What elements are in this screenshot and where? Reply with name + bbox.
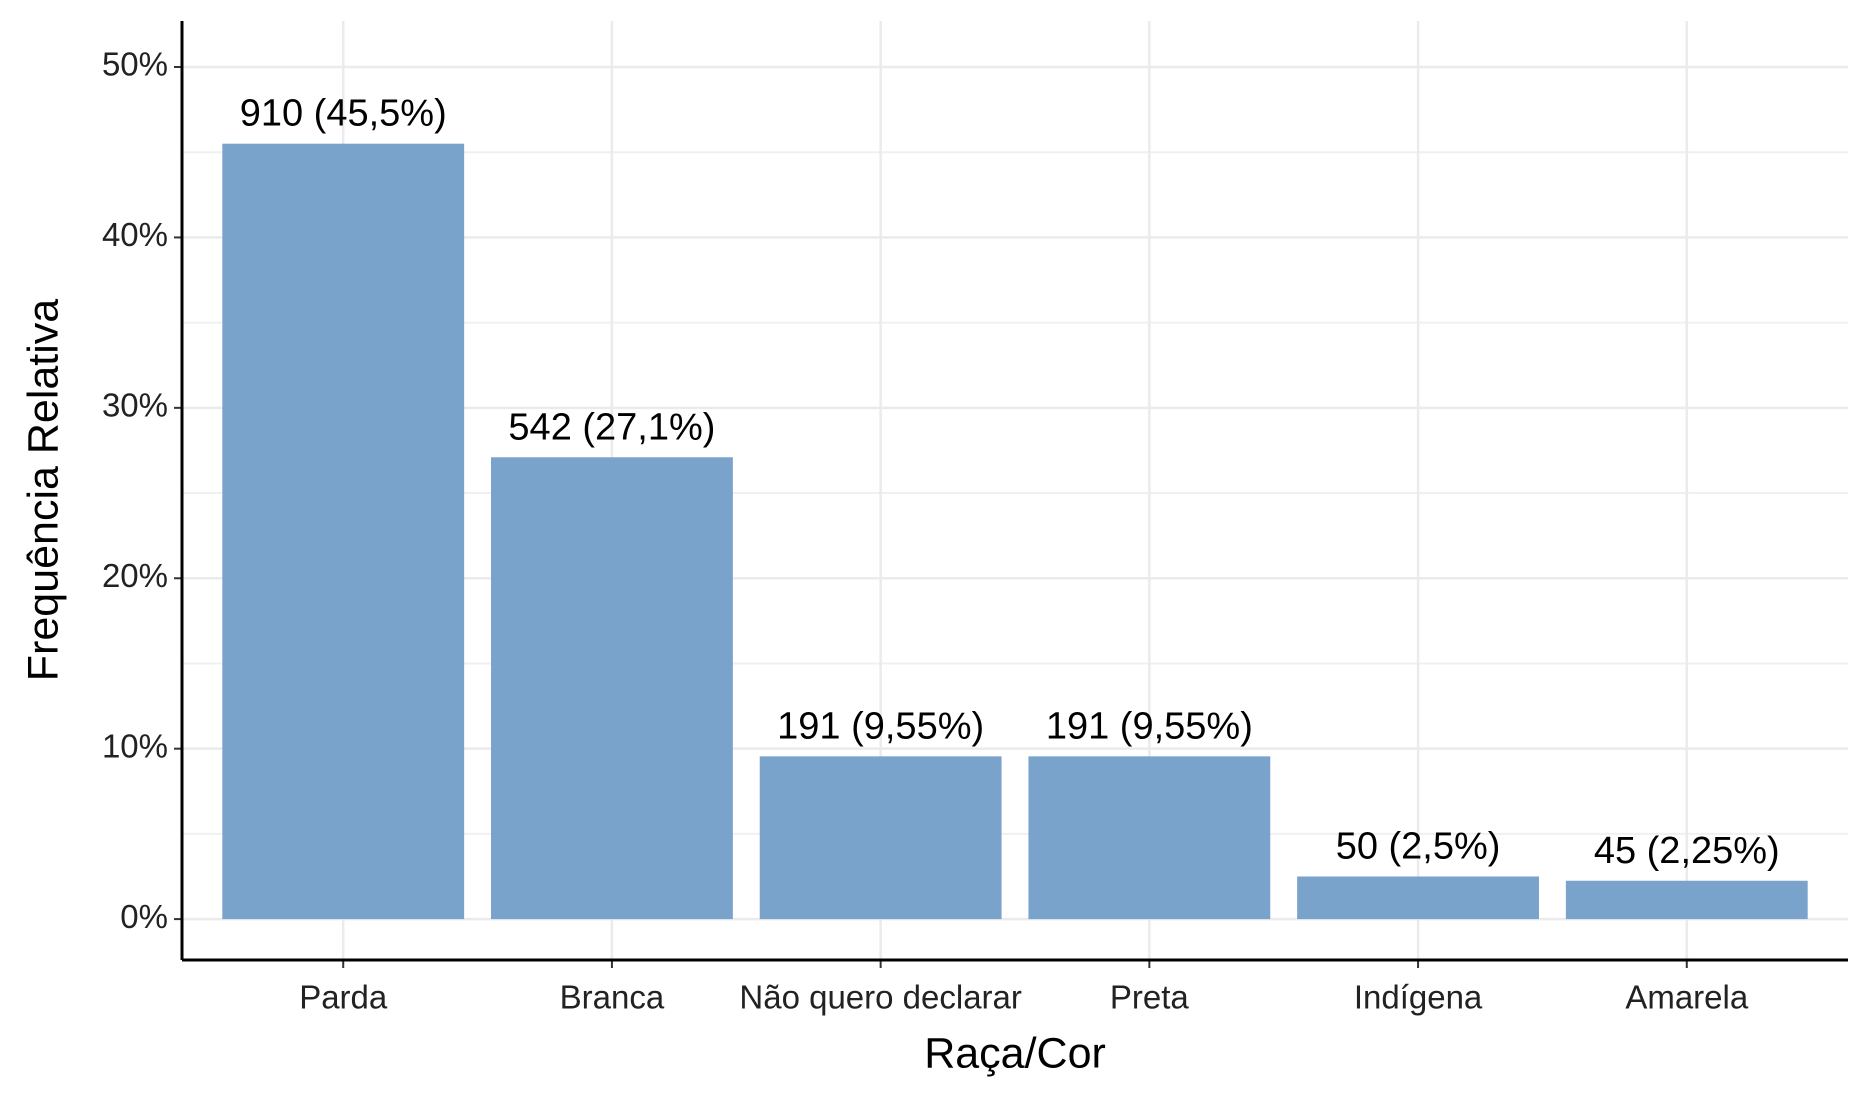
value-label: 910 (45,5%) <box>240 93 447 135</box>
y-tick-label: 0% <box>120 898 168 935</box>
bar <box>759 756 1002 920</box>
bar <box>1028 756 1271 920</box>
y-axis-title: Frequência Relativa <box>19 299 67 682</box>
bar <box>1565 880 1808 920</box>
bar <box>491 457 733 920</box>
value-label: 191 (9,55%) <box>1046 705 1253 747</box>
bar <box>222 143 465 920</box>
y-tick-label: 10% <box>102 727 168 764</box>
x-tick-label: Não quero declarar <box>739 979 1022 1016</box>
x-tick-label: Parda <box>299 979 388 1016</box>
x-tick-label: Amarela <box>1625 979 1749 1016</box>
y-tick-label: 20% <box>102 557 168 594</box>
value-label: 50 (2,5%) <box>1336 826 1501 868</box>
x-tick-label: Indígena <box>1354 979 1483 1016</box>
value-label: 542 (27,1%) <box>508 406 715 448</box>
y-tick-label: 50% <box>102 46 168 83</box>
y-tick-label: 30% <box>102 387 168 424</box>
x-tick-label: Branca <box>560 979 665 1016</box>
value-label: 191 (9,55%) <box>777 705 984 747</box>
x-axis-title: Raça/Cor <box>924 1029 1106 1077</box>
value-label: 45 (2,25%) <box>1594 830 1780 872</box>
y-tick-label: 40% <box>102 216 168 253</box>
bar <box>1297 876 1539 920</box>
x-tick-label: Preta <box>1110 979 1190 1016</box>
